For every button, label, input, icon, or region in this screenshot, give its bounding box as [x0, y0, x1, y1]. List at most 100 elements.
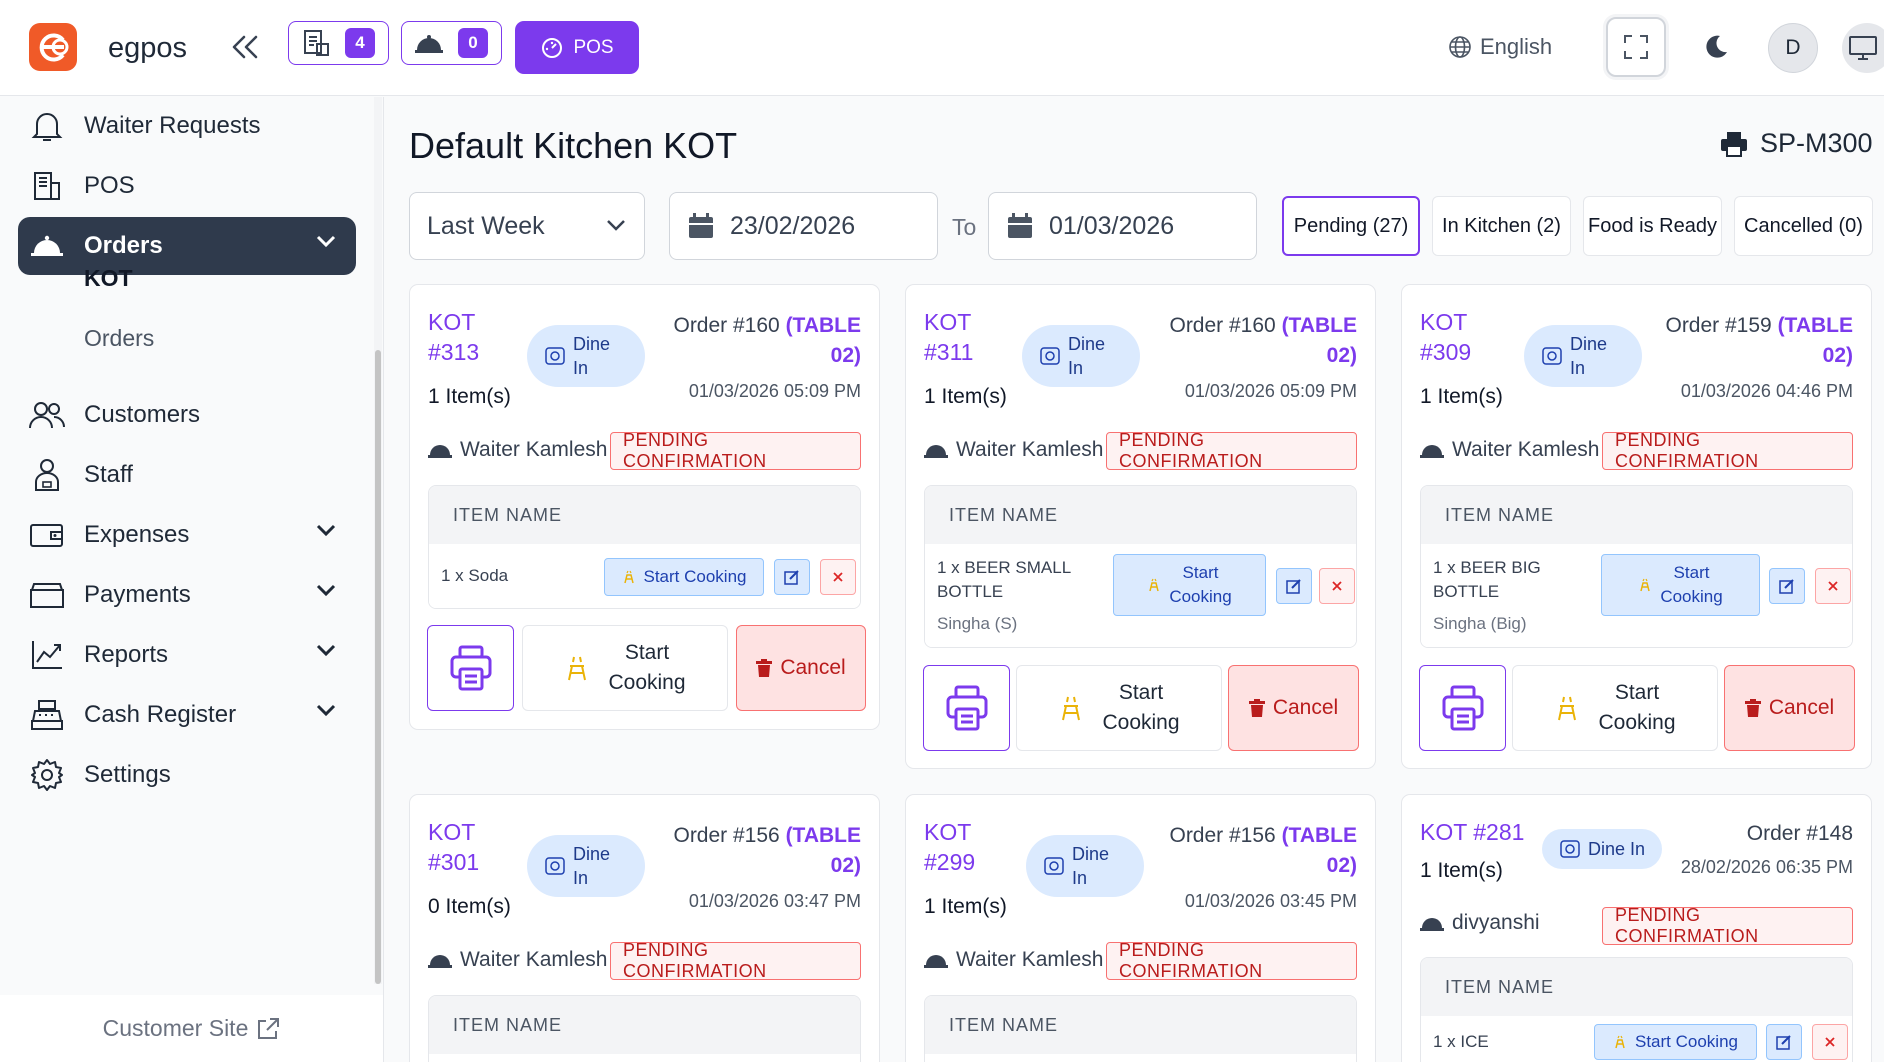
cancel-kot-button[interactable]: Cancel — [1724, 665, 1855, 751]
kot-number: #311 — [924, 339, 974, 365]
sidebar-item-reports[interactable]: Reports — [18, 626, 356, 684]
sidebar-item-pos[interactable]: POS — [18, 157, 356, 215]
sidebar-item-cash-register[interactable]: Cash Register — [18, 686, 356, 744]
dine-line2: In — [1072, 868, 1088, 888]
start-label: Start — [1118, 681, 1164, 704]
waiter-info: Waiter Kamlesh — [1420, 438, 1599, 462]
dark-mode-toggle[interactable] — [1699, 30, 1733, 64]
start-label: Start — [1614, 681, 1660, 704]
sidebar-scroll-thumb[interactable] — [375, 350, 381, 984]
tab-pending[interactable]: Pending (27) — [1282, 196, 1420, 256]
order-info[interactable]: Order #160 (TABLE 02) — [673, 311, 861, 371]
cooking-icon — [1554, 694, 1580, 722]
waiter-name: Waiter Kamlesh — [460, 438, 608, 461]
print-kot-button[interactable] — [923, 665, 1010, 751]
gear-icon — [28, 756, 66, 794]
sidebar-item-staff[interactable]: Staff — [18, 446, 356, 504]
item-count: 1 Item(s) — [1420, 385, 1503, 408]
waiter-badge-button[interactable]: 0 — [401, 21, 502, 65]
dine-in-label: Dine In — [1588, 839, 1646, 859]
language-selector[interactable]: English — [1448, 34, 1552, 60]
start-cooking-item-button[interactable]: Start Cooking — [1113, 554, 1266, 616]
cooking-icon — [1613, 1035, 1627, 1049]
order-info[interactable]: Order #156 (TABLE 02) — [673, 821, 861, 881]
sidebar-item-waiter-requests[interactable]: Waiter Requests — [18, 97, 356, 155]
sidebar-item-payments[interactable]: Payments — [18, 566, 356, 624]
sidebar-subitem-orders[interactable]: Orders — [84, 325, 155, 351]
edit-item-button[interactable] — [1276, 568, 1312, 604]
sidebar-item-orders[interactable]: Orders — [18, 217, 356, 275]
start-cooking-item-button[interactable]: Start Cooking — [1601, 554, 1760, 616]
dine-line1: Dine — [1068, 334, 1106, 354]
status-badge: PENDING CONFIRMATION — [1106, 430, 1357, 471]
waiter-name: divyanshi — [1452, 911, 1540, 934]
order-info[interactable]: Order #156 (TABLE 02) — [1169, 821, 1357, 881]
remove-item-button[interactable] — [820, 559, 856, 595]
sidebar-item-expenses[interactable]: Expenses — [18, 506, 356, 564]
start-cooking-button[interactable]: Start Cooking — [522, 625, 728, 711]
sidebar-label: Waiter Requests — [84, 112, 261, 139]
to-label: To — [952, 214, 977, 240]
app-logo[interactable] — [29, 23, 77, 71]
order-info[interactable]: Order #159 (TABLE 02) — [1665, 311, 1853, 371]
item-name: 1 x BEER SMALL BOTTLE — [937, 556, 1071, 604]
edit-icon — [784, 569, 800, 585]
user-avatar[interactable]: D — [1768, 23, 1818, 73]
item-name-header: ITEM NAME — [1421, 958, 1852, 1016]
remove-item-button[interactable] — [1815, 568, 1851, 604]
cloche-icon — [28, 227, 66, 265]
order-info[interactable]: Order #160 (TABLE 02) — [1169, 311, 1357, 371]
waiter-info: Waiter Kamlesh — [924, 438, 1103, 462]
close-icon — [832, 571, 844, 583]
dine-line2: In — [573, 358, 589, 378]
start-cooking-item-button[interactable]: Start Cooking — [604, 558, 764, 596]
tab-food-ready[interactable]: Food is Ready — [1583, 196, 1722, 256]
dine-line2: In — [573, 868, 589, 888]
close-icon — [1331, 580, 1343, 592]
orders-badge-button[interactable]: 4 — [288, 21, 389, 65]
chevron-down-icon — [316, 703, 336, 717]
table-label-2: 02) — [830, 854, 861, 877]
cooking-label: Cooking — [608, 671, 686, 694]
start-cooking-button[interactable]: Start Cooking — [1016, 665, 1222, 751]
sidebar-subitem-kot[interactable]: KOT — [84, 265, 133, 291]
item-count: 1 Item(s) — [428, 385, 511, 408]
sidebar-item-settings[interactable]: Settings — [18, 746, 356, 804]
collapse-sidebar-button[interactable] — [228, 30, 262, 64]
remove-item-button[interactable] — [1812, 1024, 1848, 1060]
customer-site-link[interactable]: Customer Site — [0, 995, 383, 1062]
edit-item-button[interactable] — [1769, 568, 1805, 604]
waiter-name: Waiter Kamlesh — [460, 948, 608, 971]
cancel-kot-button[interactable]: Cancel — [736, 625, 866, 711]
cooking-icon — [1638, 578, 1652, 592]
status-badge: PENDING CONFIRMATION — [1602, 430, 1853, 471]
item-table: ITEM NAME 1 x ICE Start Cooking — [1420, 957, 1853, 1062]
printer-selector[interactable]: SP-M300 — [1720, 128, 1873, 159]
sidebar-item-customers[interactable]: Customers — [18, 386, 356, 444]
date-range-select[interactable]: Last Week — [409, 192, 645, 260]
order-info[interactable]: Order #148 — [1747, 819, 1853, 849]
dine-line1: Dine — [573, 844, 611, 864]
fullscreen-button[interactable] — [1606, 17, 1666, 77]
item-name-header: ITEM NAME — [429, 996, 860, 1054]
display-button[interactable] — [1842, 23, 1884, 73]
dine-icon — [545, 347, 565, 365]
pos-terminal-icon — [28, 167, 66, 205]
from-date-input[interactable]: 23/02/2026 — [669, 192, 938, 260]
start-cooking-button[interactable]: Start Cooking — [1512, 665, 1718, 751]
start-cooking-item-button[interactable]: Start Cooking — [1594, 1024, 1757, 1060]
tab-cancelled[interactable]: Cancelled (0) — [1734, 196, 1873, 256]
pos-button[interactable]: POS — [515, 21, 639, 74]
edit-item-button[interactable] — [774, 559, 810, 595]
tab-in-kitchen[interactable]: In Kitchen (2) — [1432, 196, 1571, 256]
item-table: ITEM NAME — [924, 995, 1357, 1062]
close-icon — [1824, 1036, 1836, 1048]
remove-item-button[interactable] — [1319, 568, 1355, 604]
edit-item-button[interactable] — [1766, 1024, 1802, 1060]
cancel-kot-button[interactable]: Cancel — [1228, 665, 1359, 751]
print-kot-button[interactable] — [1419, 665, 1506, 751]
kot-number: KOT #281 — [1420, 819, 1525, 845]
print-kot-button[interactable] — [427, 625, 514, 711]
table-label: (TABLE — [785, 314, 861, 337]
to-date-input[interactable]: 01/03/2026 — [988, 192, 1257, 260]
